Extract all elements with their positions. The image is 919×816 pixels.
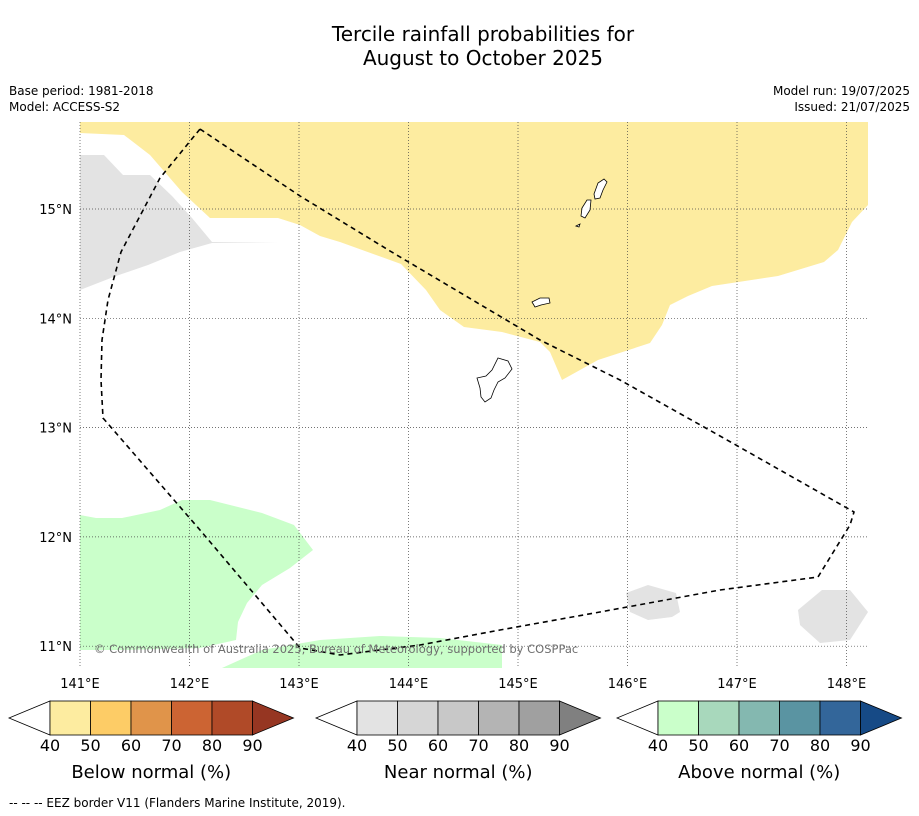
colorbar-tick-label: 50: [80, 736, 100, 755]
longitude-labels: 141°E 142°E 143°E 144°E 145°E 146°E 147°E 148°E: [60, 677, 866, 692]
eez-border-line: [100, 127, 855, 656]
longitude-label: 142°E: [170, 677, 210, 692]
colorbar-extension-high: [860, 700, 903, 736]
colorbar-extension-high: [559, 700, 602, 736]
colorbar-segment: [738, 700, 780, 736]
colorbar-tick-label: 90: [850, 736, 870, 755]
colorbar-segment: [90, 700, 132, 736]
map-title: Tercile rainfall probabilities for Augus…: [0, 22, 919, 70]
base-period: Base period: 1981-2018: [9, 84, 154, 98]
longitude-label: 141°E: [60, 677, 100, 692]
colorbar-title: Near normal (%): [384, 762, 533, 783]
colorbar-segment: [397, 700, 439, 736]
colorbar-tick-label: 80: [810, 736, 830, 755]
colorbar-tick-label: 90: [242, 736, 262, 755]
above-normal-region: [222, 636, 502, 668]
colorbar-segment: [657, 700, 699, 736]
latitude-label: 14°N: [39, 312, 72, 327]
below-normal-region: [80, 122, 868, 380]
island-guam: [476, 357, 513, 403]
near-normal-region: [80, 155, 278, 290]
title-line-2: August to October 2025: [362, 46, 604, 70]
latitude-label: 13°N: [39, 422, 72, 437]
model-run: Model run: 19/07/2025: [772, 84, 910, 98]
colorbar-tick-label: 50: [387, 736, 407, 755]
longitude-label: 146°E: [608, 677, 648, 692]
colorbar-segment: [171, 700, 213, 736]
island-tinian: [580, 199, 592, 219]
model-name: Model: ACCESS-S2: [9, 100, 121, 114]
colorbar-tick-label: 40: [40, 736, 60, 755]
colorbar-tick-label: 80: [509, 736, 529, 755]
colorbar-extension-low: [314, 700, 358, 736]
colorbar-segment: [437, 700, 479, 736]
colorbar-legends: 40 50 60 70 80 90 Below normal (%) 40 50 60 70 80 90…: [7, 700, 903, 783]
latitude-labels: 15°N 14°N 13°N 12°N 11°N: [39, 203, 72, 655]
island-aguijan: [574, 223, 581, 228]
latitude-label: 11°N: [39, 640, 72, 655]
island-saipan: [593, 178, 608, 200]
colorbar-tick-label: 90: [549, 736, 569, 755]
longitude-label: 148°E: [827, 677, 867, 692]
colorbar-segment: [211, 700, 253, 736]
colorbar-segment: [698, 700, 740, 736]
colorbar-tick-label: 80: [202, 736, 222, 755]
colorbar-extension-high: [252, 700, 295, 736]
meta-right: Model run: 19/07/2025 Issued: 21/07/2025: [773, 83, 910, 115]
graticule: [79, 122, 868, 668]
colorbar-segment: [356, 700, 398, 736]
latitude-label: 15°N: [39, 203, 72, 218]
title-line-1: Tercile rainfall probabilities for: [331, 22, 635, 46]
issued-date: Issued: 21/07/2025: [794, 100, 910, 114]
colorbar-segment: [819, 700, 861, 736]
colorbar-extension-low: [615, 700, 659, 736]
eez-footnote: -- -- -- EEZ border V11 (Flanders Marine…: [9, 796, 346, 810]
longitude-label: 144°E: [389, 677, 429, 692]
colorbar-tick-label: 70: [468, 736, 488, 755]
colorbar-tick-label: 60: [729, 736, 749, 755]
colorbar-legend: 40 50 60 70 80 90 Above normal (%): [615, 700, 903, 783]
colorbar-legend: 40 50 60 70 80 90 Below normal (%): [7, 700, 295, 783]
islands: [476, 178, 608, 403]
colorbar-legend: 40 50 60 70 80 90 Near normal (%): [314, 700, 602, 783]
colorbar-tick-label: 40: [347, 736, 367, 755]
colorbar-segment: [518, 700, 560, 736]
colorbar-title: Above normal (%): [678, 762, 840, 783]
colorbar-segment: [49, 700, 91, 736]
above-normal-region: [80, 500, 313, 650]
colorbar-segment: [779, 700, 821, 736]
latitude-label: 12°N: [39, 531, 72, 546]
colorbar-tick-label: 70: [769, 736, 789, 755]
colorbar-tick-label: 60: [121, 736, 141, 755]
longitude-label: 147°E: [717, 677, 757, 692]
colorbar-tick-label: 70: [161, 736, 181, 755]
colorbar-extension-low: [7, 700, 51, 736]
colorbar-segment: [478, 700, 520, 736]
meta-left: Base period: 1981-2018 Model: ACCESS-S2: [9, 83, 154, 115]
copyright-notice: © Commonwealth of Australia 2025, Bureau…: [94, 642, 578, 656]
longitude-label: 143°E: [279, 677, 319, 692]
colorbar-segment: [130, 700, 172, 736]
colorbar-tick-label: 60: [428, 736, 448, 755]
colorbar-title: Below normal (%): [71, 762, 231, 783]
longitude-label: 145°E: [498, 677, 538, 692]
colorbar-tick-label: 50: [688, 736, 708, 755]
near-normal-region: [798, 590, 868, 643]
island-rota: [531, 297, 551, 308]
colorbar-tick-label: 40: [648, 736, 668, 755]
